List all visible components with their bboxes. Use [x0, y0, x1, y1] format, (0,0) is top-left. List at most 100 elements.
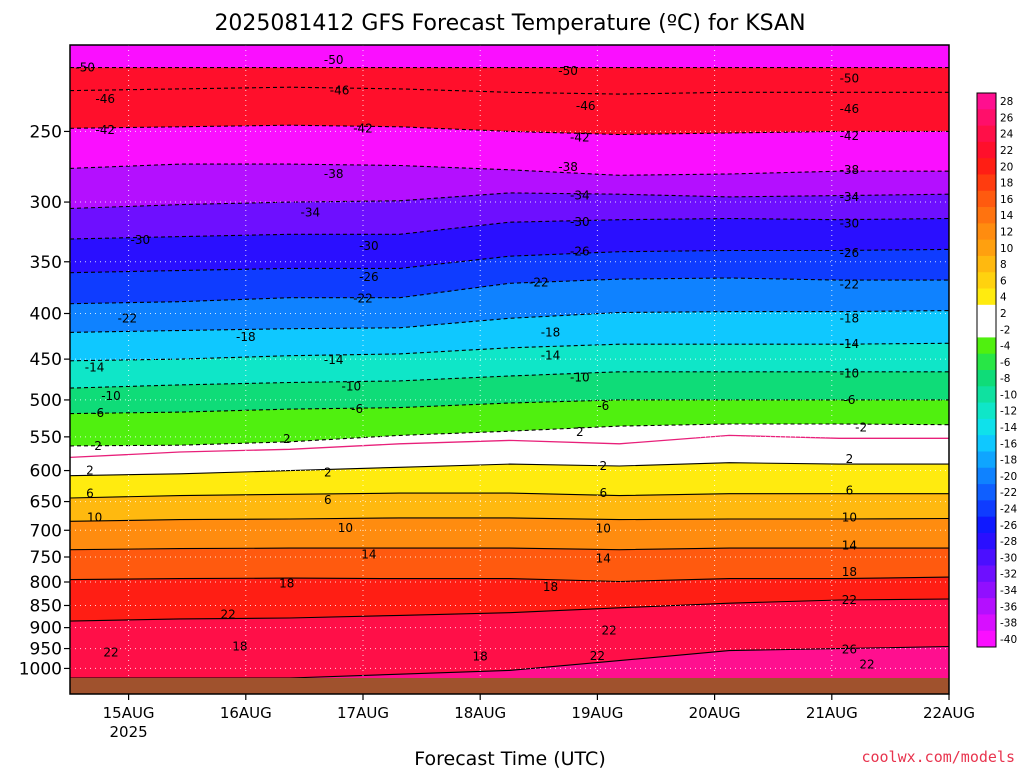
- contour-label: -2: [855, 421, 867, 435]
- y-tick-label: 650: [30, 493, 62, 513]
- contour-label: -42: [840, 129, 860, 143]
- contour-label: -42: [353, 121, 373, 135]
- contour-label: -30: [130, 233, 150, 247]
- contour-label: 18: [543, 580, 558, 594]
- colorbar-swatch: [977, 239, 996, 257]
- colorbar-swatch: [977, 207, 996, 224]
- colorbar-label: -6: [1000, 357, 1011, 369]
- contour-label: 14: [842, 539, 857, 553]
- colorbar-label: 10: [1000, 243, 1013, 255]
- contour-label: -30: [570, 215, 590, 229]
- colorbar-label: 26: [1000, 112, 1014, 124]
- contour-label: 2: [576, 425, 584, 439]
- y-axis: 2503003504004505005506006507007508008509…: [19, 122, 70, 679]
- contour-label: 10: [596, 522, 611, 536]
- y-tick-label: 750: [30, 548, 62, 568]
- colorbar-swatch: [977, 581, 996, 599]
- colorbar-swatch: [977, 109, 996, 126]
- freezing-level-line: [70, 434, 949, 459]
- contour-label: -6: [92, 406, 104, 420]
- colorbar-label: -30: [1000, 552, 1017, 564]
- contour-label: -34: [570, 189, 590, 203]
- contour-label: 14: [361, 547, 376, 561]
- isotherm-line: [70, 645, 949, 678]
- contour-label: -22: [840, 277, 860, 291]
- x-tick-label: 15AUG: [103, 704, 155, 722]
- y-tick-label: 500: [30, 391, 62, 411]
- contour-label: 22: [859, 658, 874, 672]
- contour-label: -38: [324, 167, 344, 181]
- contour-label: -46: [576, 99, 596, 113]
- contour-label: -50: [75, 61, 95, 75]
- colorbar-swatch: [977, 190, 996, 208]
- contour-label: 10: [842, 510, 857, 524]
- colorbar-label: -20: [1000, 471, 1017, 483]
- contour-label: 18: [279, 576, 294, 590]
- colorbar-swatch: [977, 386, 996, 403]
- colorbar-label: 24: [1000, 129, 1014, 141]
- y-tick-label: 400: [30, 305, 62, 325]
- y-tick-label: 800: [30, 573, 62, 593]
- colorbar-swatch: [977, 141, 996, 159]
- colorbar-frame: [976, 92, 997, 648]
- colorbar-label: -38: [1000, 618, 1017, 630]
- colorbar-label: -32: [1000, 569, 1017, 581]
- colorbar-label: -22: [1000, 487, 1017, 499]
- colorbar-label: -40: [1000, 634, 1017, 646]
- contour-label: 14: [596, 552, 611, 566]
- colorbar-label: -4: [1000, 341, 1011, 353]
- contour-label: 6: [599, 486, 607, 500]
- colorbar-label: 28: [1000, 96, 1013, 108]
- isotherm-line: [70, 517, 949, 522]
- y-tick-label: 250: [30, 122, 62, 142]
- contour-label: -30: [359, 239, 379, 253]
- contour-label: 6: [846, 484, 854, 498]
- colorbar-label: -26: [1000, 520, 1017, 532]
- contour-label: 18: [473, 650, 488, 664]
- contour-label: 2: [599, 459, 607, 473]
- y-tick-label: 550: [30, 428, 62, 448]
- colorbar-swatch: [977, 402, 996, 420]
- y-tick-label: 300: [30, 193, 62, 213]
- contour-label: -34: [300, 205, 320, 219]
- colorbar-label: 14: [1000, 210, 1014, 222]
- contour-label: -38: [840, 163, 860, 177]
- colorbar-swatch: [977, 288, 996, 306]
- contour-label: -34: [840, 190, 860, 204]
- contour-label: -26: [359, 270, 379, 284]
- colorbar-swatch: [977, 614, 996, 632]
- colorbar-swatch: [977, 418, 996, 436]
- colorbar-label: -34: [1000, 585, 1017, 597]
- x-tick-label: 21AUG: [806, 704, 858, 722]
- contour-label: 22: [221, 608, 236, 622]
- colorbar-swatch: [977, 174, 996, 192]
- colorbar-label: 2: [1000, 308, 1007, 320]
- contour-label: 18: [232, 640, 247, 654]
- isotherm-line: [70, 576, 949, 583]
- contour-label: -14: [324, 353, 344, 367]
- colorbar-swatch: [977, 435, 996, 452]
- contour-label: 2: [86, 464, 94, 478]
- contour-label: -46: [330, 84, 350, 98]
- contour-label: 22: [103, 646, 118, 660]
- x-tick-label: 20AUG: [689, 704, 741, 722]
- contour-label: -14: [840, 337, 860, 351]
- ground-strip: [70, 678, 949, 694]
- colorbar-label: -8: [1000, 373, 1010, 385]
- colorbar-label: -18: [1000, 455, 1017, 467]
- contour-label: -10: [570, 371, 590, 385]
- contour-label: -6: [351, 402, 363, 416]
- colorbar-swatch: [977, 549, 996, 566]
- colorbar-swatch: [977, 598, 996, 615]
- colorbar-swatch: [977, 125, 996, 143]
- contour-label: -22: [118, 311, 138, 325]
- contour-label: -22: [353, 292, 373, 306]
- contour-label: -26: [570, 245, 590, 259]
- colorbar-label: -28: [1000, 536, 1017, 548]
- contour-label: 2: [283, 432, 291, 446]
- colorbar-swatch: [977, 484, 996, 501]
- y-tick-label: 450: [30, 350, 62, 370]
- contour-label: -42: [570, 131, 590, 145]
- contour-label: 10: [338, 521, 353, 535]
